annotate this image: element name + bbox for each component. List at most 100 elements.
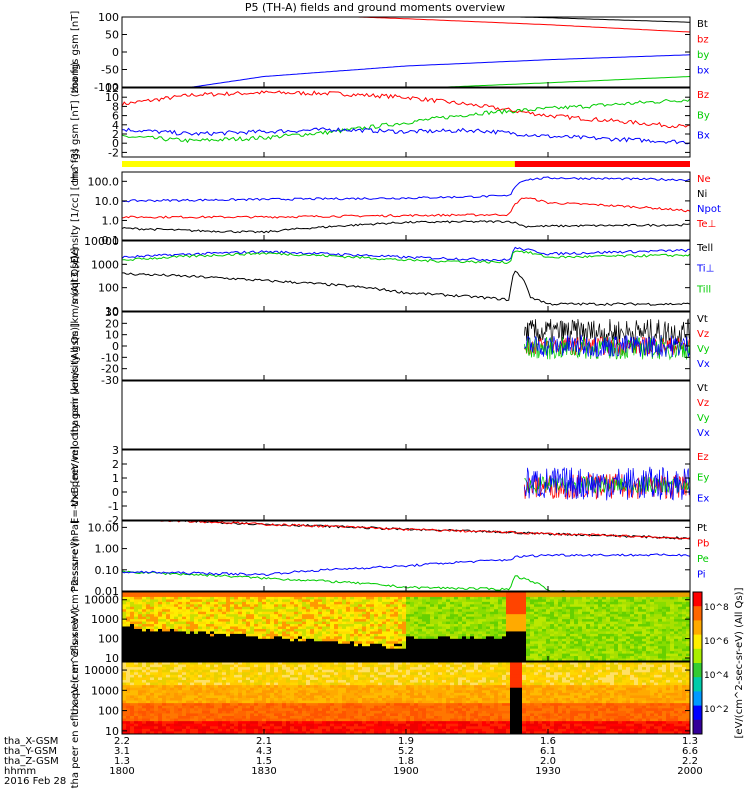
y-tick-label: 12: [105, 82, 119, 95]
panel-frame: [121, 449, 691, 521]
series-line-bz: [344, 17, 690, 33]
y-tick-label: 0: [112, 46, 119, 59]
spectrogram: [122, 662, 690, 734]
legend-Vx: Vx: [697, 428, 710, 439]
y-tick-label: 0.01: [95, 585, 120, 598]
y-tick-label: 50: [105, 29, 119, 42]
y-tick-label: -100: [94, 81, 119, 94]
legend-Npot: Npot: [697, 204, 721, 215]
y-tick-label: 10: [105, 725, 119, 738]
x-tick-label: 1.5: [256, 756, 272, 767]
x-tick-label: 1830: [251, 766, 276, 777]
x-tick-label: 2.2: [114, 736, 130, 747]
series-line-by: [122, 76, 690, 87]
colorbar-tick-label: 10^4: [704, 671, 729, 681]
series-line-bx: [122, 54, 690, 87]
series-line-Npot: [122, 176, 690, 203]
colorbar-unit-label: [eV/(cm^2-sec-sr-eV) (All Qs)]: [734, 587, 745, 738]
y-tick-label: 100: [98, 705, 119, 718]
x-tick-label: 1.6: [540, 736, 556, 747]
colorbar-swatch: [693, 691, 702, 707]
panel-frame: [121, 380, 691, 450]
y-tick-label: 0: [112, 486, 119, 499]
y-tick-label: 10: [105, 652, 119, 665]
y-axis-label: tha peir velocity gsm [km/s (All Qs)]: [70, 256, 81, 437]
y-axis-label: tha fgs gsm [nT]: [70, 11, 81, 94]
series-line-Bx: [122, 127, 690, 145]
series-group: [122, 176, 690, 234]
x-tick-label: 1.3: [114, 756, 130, 767]
legend-Ez: Ez: [697, 452, 709, 463]
colorbar-tick-label: 10^6: [704, 637, 729, 647]
colorbar-tick-label: 10^2: [704, 705, 729, 715]
legend-Vz: Vz: [697, 329, 709, 340]
y-axis-label: tha peer en eflux eV (cm^2-s-sr-eV): [70, 608, 81, 789]
x-tick-label: 1930: [535, 766, 560, 777]
y-tick-label: -50: [101, 64, 119, 77]
y-tick-label: 100.0: [88, 175, 120, 188]
series-line-Bt: [497, 17, 690, 23]
legend-Pt: Pt: [697, 523, 707, 534]
y-tick-label: 1: [112, 472, 119, 485]
y-axis-label: Density [1/cc] [cm^-3]: [70, 149, 81, 263]
y-tick-label: 100: [98, 282, 119, 295]
series-group: [122, 521, 690, 591]
colorbar-swatch: [693, 663, 702, 678]
legend-Bt: Bt: [697, 19, 708, 30]
y-tick-label: 0.1: [102, 234, 120, 247]
y-axis-label: Pressure [nPa]: [70, 520, 81, 592]
series-line-Ex: [523, 466, 690, 501]
y-tick-label: 10.00: [88, 521, 120, 534]
series-line-By: [122, 98, 690, 144]
colorbar-swatch: [693, 606, 702, 621]
legend-by: by: [697, 50, 709, 61]
y-tick-label: -30: [101, 374, 119, 387]
x-tick-label: 5.2: [398, 746, 414, 757]
colorbar-tick-label: 10^8: [704, 603, 729, 613]
panel-10: 10000 1000 100 10 tha peer en eflux eV (cm^2…: [70, 608, 691, 789]
x-tick-label: 6.6: [682, 746, 698, 757]
y-tick-label: 0: [112, 340, 119, 353]
y-axis-label: tha peir en eflux eV (cm^2-s-sr-eV): [70, 538, 81, 715]
y-tick-label: 100: [98, 11, 119, 24]
x-tick-label: 1.8: [398, 756, 414, 767]
legend-Pi: Pi: [697, 570, 706, 581]
y-tick-label: 100: [98, 633, 119, 646]
y-tick-label: 0.10: [95, 564, 120, 577]
legend-Till: Till: [696, 284, 711, 295]
y-axis-label: moqt3 [eV]: [70, 248, 81, 305]
y-tick-label: 0: [112, 137, 119, 150]
spectrogram: [122, 592, 690, 661]
quality-bar: [122, 161, 690, 167]
series-group: [122, 246, 690, 306]
x-tick-label: 2.2: [682, 756, 698, 767]
y-tick-label: 20: [105, 317, 119, 330]
y-tick-label: -2: [108, 514, 119, 527]
x-tick-label: 1900: [393, 766, 418, 777]
y-tick-label: 30: [105, 306, 119, 319]
y-tick-label: -20: [101, 363, 119, 376]
legend-Vx: Vx: [697, 359, 710, 370]
colorbar-swatch: [693, 592, 702, 607]
y-tick-label: -2: [108, 146, 119, 159]
legend-Vy: Vy: [697, 344, 710, 355]
quality-segment: [122, 161, 515, 167]
legend-Vy: Vy: [697, 413, 710, 424]
y-axis-label: tha fgs gsm [nT] (zoom): [70, 62, 81, 183]
legend-Ey: Ey: [697, 473, 709, 484]
page-title: P5 (TH-A) fields and ground moments over…: [244, 1, 506, 14]
colorbar-swatch: [693, 634, 702, 650]
panel-8: 10.00 1.00 0.10 0.01 Pressure [nPa] Pt Pb Pe Pi: [70, 520, 709, 598]
series-group: [122, 17, 690, 87]
panel-4: 10000 1000 100 10 moqt3 [eV] Tell Ti⊥ Till: [70, 235, 714, 318]
legend-Vt: Vt: [697, 383, 708, 394]
legend-Ex: Ex: [697, 493, 709, 504]
series-line-Pb: [140, 521, 690, 540]
y-tick-label: 4: [112, 119, 119, 132]
legend-Bz: Bz: [697, 90, 709, 101]
x-tick-label: 2.1: [256, 736, 272, 747]
y-tick-label: 10000: [84, 664, 119, 677]
series-line-Ni: [122, 220, 690, 234]
legend-Ne: Ne: [697, 174, 711, 185]
legend-bx: bx: [697, 66, 709, 77]
